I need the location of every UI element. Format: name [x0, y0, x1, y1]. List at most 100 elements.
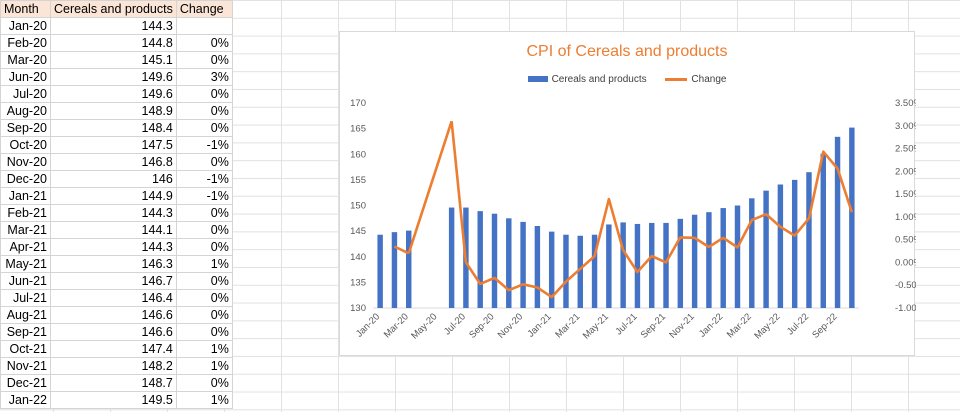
table-cell[interactable]: 148.4 [50, 119, 177, 137]
legend-swatch-bar [527, 76, 548, 83]
bar [849, 127, 855, 308]
table-cell[interactable]: 147.4 [50, 340, 177, 358]
table-cell[interactable]: 149.6 [50, 68, 177, 86]
bar [591, 234, 598, 308]
table-cell[interactable]: 0% [175, 85, 233, 103]
table-cell[interactable]: Jan-22 [0, 391, 51, 409]
left-axis-tick-label: 145 [350, 226, 366, 237]
table-cell[interactable]: 144.1 [50, 221, 177, 239]
x-axis-tick-label: Mar-20 [382, 311, 411, 340]
table-cell[interactable]: 1% [175, 391, 233, 409]
table-cell[interactable]: Jun-21 [0, 272, 51, 290]
table-cell[interactable]: Month [0, 0, 51, 18]
bar [691, 214, 698, 308]
table-cell[interactable]: 0% [175, 119, 233, 137]
table-cell[interactable]: Dec-21 [0, 374, 51, 392]
right-axis-tick-label: 2.00% [895, 166, 916, 177]
table-cell[interactable]: 3% [175, 68, 233, 86]
table-cell[interactable]: 145.1 [50, 51, 177, 69]
table-cell[interactable]: Oct-21 [0, 340, 51, 358]
x-axis-tick-label: Jan-20 [354, 311, 382, 339]
table-cell[interactable]: 1% [175, 255, 233, 273]
chart-container[interactable]: CPI of Cereals and products Cereals and … [339, 31, 916, 356]
table-row: Feb-21 144.3 0% [0, 204, 233, 222]
table-cell[interactable]: Jul-20 [0, 85, 51, 103]
table-cell[interactable]: Feb-20 [0, 34, 51, 52]
table-cell[interactable]: -1% [175, 136, 233, 154]
table-cell[interactable]: Nov-20 [0, 153, 51, 171]
right-axis-tick-label: 3.50% [895, 98, 916, 109]
table-cell[interactable]: Nov-21 [0, 357, 51, 375]
table-cell[interactable]: 146.6 [50, 306, 177, 324]
table-cell[interactable]: Sep-21 [0, 323, 51, 341]
table-cell[interactable]: 144.3 [50, 17, 177, 35]
table-cell[interactable]: 0% [175, 306, 233, 324]
bar [448, 207, 455, 308]
table-cell[interactable]: 1% [175, 357, 233, 375]
table-cell[interactable]: Cereals and products [50, 0, 177, 18]
table-cell[interactable]: 146.7 [50, 272, 177, 290]
table-cell[interactable]: 146.4 [50, 289, 177, 307]
table-cell[interactable]: 146.8 [50, 153, 177, 171]
table-cell[interactable]: Jan-20 [0, 17, 51, 35]
table-cell[interactable]: 144.9 [50, 187, 177, 205]
table-cell[interactable]: 0% [175, 153, 233, 171]
right-axis-tick-label: -0.50% [895, 280, 916, 291]
bar [806, 172, 812, 308]
table-cell[interactable]: May-21 [0, 255, 51, 273]
table-cell[interactable]: Jul-21 [0, 289, 51, 307]
bar [820, 153, 826, 308]
table-cell[interactable]: Oct-20 [0, 136, 51, 154]
table-cell[interactable]: Mar-21 [0, 221, 51, 239]
table-cell[interactable]: 0% [175, 289, 233, 307]
x-axis-tick-label: Nov-21 [667, 311, 696, 340]
table-cell[interactable]: 0% [175, 221, 233, 239]
table-row: Nov-20 146.8 0% [0, 153, 233, 171]
table-cell[interactable]: 0% [175, 374, 233, 392]
table-cell[interactable]: 0% [175, 204, 233, 222]
table-row: Mar-20 145.1 0% [0, 51, 233, 69]
table-cell[interactable]: Dec-20 [0, 170, 51, 188]
table-cell[interactable] [175, 17, 233, 35]
table-cell[interactable]: Jan-21 [0, 187, 51, 205]
table-cell[interactable]: 146.3 [50, 255, 177, 273]
table-cell[interactable]: 148.2 [50, 357, 177, 375]
table-row: Jan-21 144.9 -1% [0, 187, 233, 205]
table-cell[interactable]: 0% [175, 272, 233, 290]
bar [634, 223, 641, 308]
table-cell[interactable]: 0% [175, 238, 233, 256]
x-axis-tick-label: Sep-20 [467, 311, 496, 340]
table-cell[interactable]: 144.8 [50, 34, 177, 52]
table-cell[interactable]: 149.6 [50, 85, 177, 103]
table-cell[interactable]: 0% [175, 102, 233, 120]
x-axis-tick-label: Mar-22 [725, 311, 754, 340]
table-cell[interactable]: 1% [175, 340, 233, 358]
table-row: Jun-21 146.7 0% [0, 272, 233, 290]
table-cell[interactable]: Sep-20 [0, 119, 51, 137]
table-cell[interactable]: 148.9 [50, 102, 177, 120]
table-cell[interactable]: Change [175, 0, 233, 18]
table-cell[interactable]: Mar-20 [0, 51, 51, 69]
table-cell[interactable]: Jun-20 [0, 68, 51, 86]
table-cell[interactable]: 149.5 [50, 391, 177, 409]
table-cell[interactable]: Feb-21 [0, 204, 51, 222]
right-axis-tick-label: 3.00% [895, 121, 916, 132]
table-cell[interactable]: 146.6 [50, 323, 177, 341]
table-cell[interactable]: 144.3 [50, 204, 177, 222]
table-cell[interactable]: -1% [175, 187, 233, 205]
table-cell[interactable]: 148.7 [50, 374, 177, 392]
table-cell[interactable]: -1% [175, 170, 233, 188]
table-cell[interactable]: 144.3 [50, 238, 177, 256]
x-axis-tick-label: Jul-20 [442, 311, 468, 337]
table-cell[interactable]: Apr-21 [0, 238, 51, 256]
table-cell[interactable]: 0% [175, 323, 233, 341]
x-axis-tick-label: May-20 [409, 311, 439, 341]
x-axis-tick-label: Jan-22 [697, 311, 725, 339]
table-cell[interactable]: Aug-20 [0, 102, 51, 120]
table-cell[interactable]: 147.5 [50, 136, 177, 154]
table-cell[interactable]: 146 [50, 170, 177, 188]
table-cell[interactable]: 0% [175, 51, 233, 69]
right-axis-tick-label: 1.50% [895, 189, 916, 200]
table-cell[interactable]: Aug-21 [0, 306, 51, 324]
table-cell[interactable]: 0% [175, 34, 233, 52]
